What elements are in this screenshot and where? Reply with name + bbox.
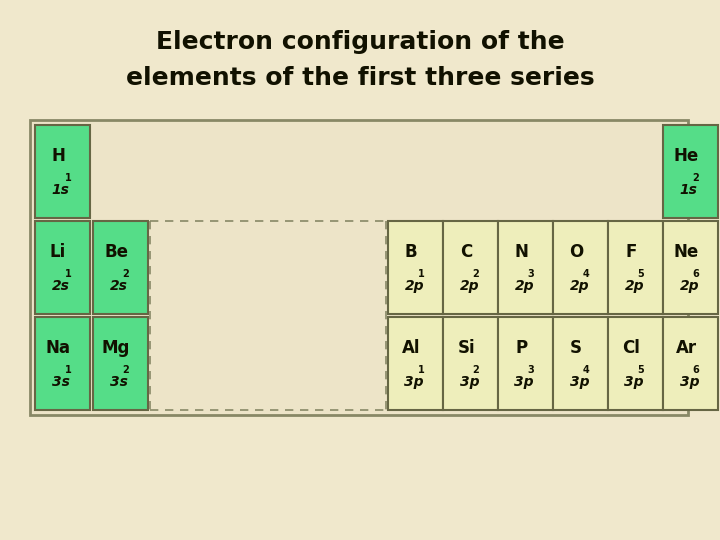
Text: 1: 1 <box>418 269 424 279</box>
Text: 3: 3 <box>528 269 534 279</box>
Text: 1: 1 <box>418 365 424 375</box>
Text: 5: 5 <box>637 269 644 279</box>
Bar <box>663 221 718 314</box>
Text: Be: Be <box>104 242 128 261</box>
Text: 6: 6 <box>693 269 699 279</box>
Bar <box>498 221 553 314</box>
Text: 2p: 2p <box>405 279 424 293</box>
Text: 2p: 2p <box>680 279 699 293</box>
Bar <box>608 317 663 410</box>
Text: 2: 2 <box>122 269 130 279</box>
Bar <box>553 317 608 410</box>
Text: 3: 3 <box>528 365 534 375</box>
Text: Cl: Cl <box>622 339 640 357</box>
Text: Na: Na <box>45 339 71 357</box>
Text: 2p: 2p <box>570 279 589 293</box>
Bar <box>35 317 90 410</box>
Bar <box>93 317 148 410</box>
Text: 2p: 2p <box>515 279 534 293</box>
Text: 3p: 3p <box>515 375 534 389</box>
Text: 1s: 1s <box>680 183 698 197</box>
Bar <box>388 221 443 314</box>
Bar <box>443 221 498 314</box>
Text: Ne: Ne <box>673 242 698 261</box>
Text: 2: 2 <box>693 173 699 183</box>
Text: B: B <box>405 242 418 261</box>
Text: 1s: 1s <box>52 183 69 197</box>
Text: 3p: 3p <box>405 375 424 389</box>
Text: P: P <box>515 339 527 357</box>
Text: 1: 1 <box>65 173 71 183</box>
Text: 3s: 3s <box>52 375 69 389</box>
Text: C: C <box>460 242 472 261</box>
Bar <box>498 317 553 410</box>
Bar <box>35 221 90 314</box>
Bar <box>35 125 90 218</box>
Text: 5: 5 <box>637 365 644 375</box>
Bar <box>443 317 498 410</box>
Text: N: N <box>514 242 528 261</box>
Bar <box>663 125 718 218</box>
Text: 1: 1 <box>65 365 71 375</box>
Text: 2p: 2p <box>459 279 479 293</box>
Bar <box>388 317 443 410</box>
Text: 6: 6 <box>693 365 699 375</box>
Bar <box>553 221 608 314</box>
Text: 3p: 3p <box>459 375 479 389</box>
Text: Mg: Mg <box>102 339 130 357</box>
Text: O: O <box>569 242 583 261</box>
Text: 4: 4 <box>582 269 589 279</box>
Text: 3p: 3p <box>680 375 699 389</box>
Bar <box>30 120 688 415</box>
Text: 2s: 2s <box>109 279 127 293</box>
Text: Ar: Ar <box>675 339 697 357</box>
Text: Si: Si <box>457 339 475 357</box>
Text: Electron configuration of the: Electron configuration of the <box>156 30 564 54</box>
Text: 2p: 2p <box>624 279 644 293</box>
Text: 3s: 3s <box>109 375 127 389</box>
Bar <box>663 317 718 410</box>
Text: 4: 4 <box>582 365 589 375</box>
Text: 2: 2 <box>472 365 480 375</box>
Text: Li: Li <box>50 242 66 261</box>
Text: 3p: 3p <box>570 375 589 389</box>
Text: 3p: 3p <box>624 375 644 389</box>
Text: 2: 2 <box>122 365 130 375</box>
Text: H: H <box>51 147 65 165</box>
Text: Al: Al <box>402 339 420 357</box>
Text: 1: 1 <box>65 269 71 279</box>
Text: F: F <box>626 242 636 261</box>
Text: S: S <box>570 339 582 357</box>
Text: He: He <box>673 147 698 165</box>
Text: 2s: 2s <box>52 279 69 293</box>
Text: 2: 2 <box>472 269 480 279</box>
Text: elements of the first three series: elements of the first three series <box>126 66 594 90</box>
Bar <box>608 221 663 314</box>
Bar <box>93 221 148 314</box>
